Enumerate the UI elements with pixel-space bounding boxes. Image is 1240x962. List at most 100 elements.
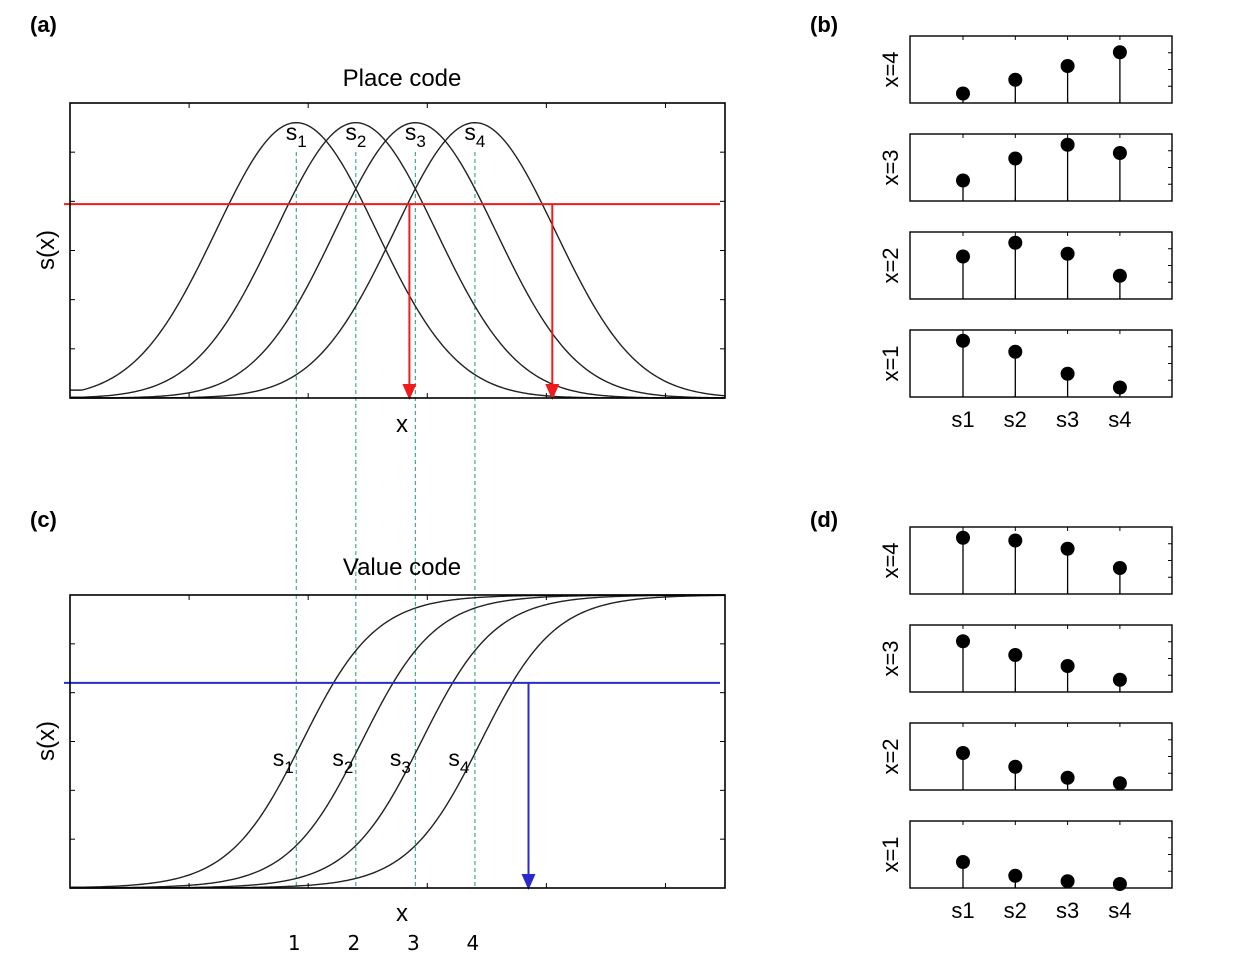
guide-number-label: 1 — [288, 931, 301, 955]
place-code-plot: Place code s1 s2 s3 s4 x s(x) — [33, 65, 726, 590]
curve-label: s1 — [286, 119, 307, 151]
stem-marker — [1060, 770, 1075, 785]
value-code-plot: Value code s1 s2 s3 s4 x s(x) 1 2 3 4 — [33, 554, 726, 955]
stem-marker — [1112, 561, 1127, 575]
stem-marker — [1060, 137, 1075, 152]
subplot-frame — [909, 133, 1173, 202]
guide-number-label: 3 — [407, 931, 420, 955]
category-label: s1 — [951, 407, 974, 432]
curve-label: s3 — [405, 119, 426, 151]
stem-marker — [1060, 659, 1075, 673]
curve-line — [70, 594, 725, 888]
stem-subplot: x=3 — [878, 133, 1173, 202]
row-label: x=4 — [878, 542, 903, 578]
curve-labels: s1 s2 s3 s4 — [273, 745, 470, 777]
stem-marker — [1112, 776, 1127, 791]
stem-subplot: x=1 — [878, 329, 1173, 398]
stem-marker — [1060, 366, 1075, 381]
category-label: s2 — [1004, 898, 1027, 923]
category-label: s2 — [1004, 407, 1027, 432]
stem-marker — [1008, 151, 1023, 166]
guide-number-labels: 1 2 3 4 — [288, 931, 479, 955]
subplot-frame — [909, 329, 1173, 398]
stem-marker — [1112, 268, 1127, 283]
category-label: s4 — [1108, 407, 1131, 432]
guide-lines — [295, 152, 476, 590]
subplot-frame — [909, 722, 1173, 791]
row-label: x=3 — [878, 149, 903, 185]
panel-label-d: (d) — [810, 507, 838, 532]
chart-title: Place code — [343, 65, 462, 92]
guide-number-label: 4 — [467, 931, 480, 955]
arrow-head — [521, 874, 536, 890]
curve-labels: s1 s2 s3 s4 — [286, 119, 486, 151]
stem-marker — [1112, 45, 1127, 60]
axis-ticks — [70, 103, 725, 398]
stem-marker — [956, 746, 970, 760]
subplot-frame — [909, 231, 1173, 300]
stem-marker — [956, 249, 970, 264]
y-axis-label: s(x) — [33, 230, 60, 270]
category-label: s4 — [1108, 898, 1131, 923]
curve-label: s3 — [390, 745, 411, 777]
stem-subplot: x=4 — [878, 526, 1173, 595]
category-label: s3 — [1056, 407, 1079, 432]
panel-label-c: (c) — [30, 507, 57, 532]
row-label: x=1 — [878, 836, 903, 872]
stem-marker — [1008, 533, 1023, 548]
row-label: x=3 — [878, 640, 903, 676]
stem-subplot: x=1 — [878, 820, 1173, 891]
stem-marker — [1060, 874, 1075, 889]
stem-marker — [1008, 868, 1023, 883]
curve-label: s2 — [345, 119, 366, 151]
curve-line — [70, 121, 725, 399]
x-axis-label: x — [396, 411, 408, 438]
threshold-group — [64, 203, 720, 400]
panel-label-b: (b) — [810, 12, 838, 37]
stem-subplot: x=3 — [878, 624, 1173, 693]
threshold-group — [64, 681, 720, 890]
stem-marker — [1008, 648, 1023, 662]
stem-marker — [956, 86, 970, 101]
guide-number-label: 2 — [347, 931, 360, 955]
curves — [70, 594, 726, 889]
stem-marker — [1008, 235, 1023, 250]
stem-marker — [1112, 380, 1127, 395]
stem-marker — [1060, 246, 1075, 261]
stem-marker — [1060, 59, 1075, 73]
row-label: x=2 — [878, 247, 903, 283]
row-label: x=2 — [878, 738, 903, 774]
stem-subplot: x=2 — [878, 722, 1173, 791]
subplot-frame — [909, 820, 1173, 889]
row-label: x=1 — [878, 345, 903, 381]
stem-marker — [1008, 759, 1023, 774]
plot-frame — [69, 594, 726, 889]
x-axis-label: x — [396, 900, 408, 927]
subplot-frame — [909, 35, 1173, 104]
arrow-head — [545, 384, 560, 400]
panel-label-a: (a) — [30, 12, 57, 37]
stem-marker — [956, 634, 970, 649]
y-axis-label: s(x) — [33, 721, 60, 761]
curve-line — [70, 594, 725, 889]
stem-marker — [1112, 672, 1127, 687]
stem-marker — [1008, 344, 1023, 359]
stem-marker — [956, 855, 970, 869]
curve-label: s4 — [448, 745, 469, 777]
curve-line — [70, 594, 725, 889]
chart-title: Value code — [343, 554, 461, 581]
stem-marker — [1008, 72, 1023, 87]
arrow-head — [402, 384, 417, 400]
curve-label: s1 — [273, 745, 294, 777]
axis-ticks — [70, 595, 725, 888]
value-code-stem-plots: x=4 x=3 x=2 x=1 s1 s2 s3 s4 — [878, 526, 1173, 923]
curve-line — [70, 121, 726, 399]
guide-lines — [295, 595, 476, 888]
curve-line — [70, 121, 725, 399]
curve-line — [70, 594, 726, 889]
curve-label: s2 — [332, 745, 353, 777]
stem-marker — [1112, 146, 1127, 160]
stem-marker — [1060, 541, 1075, 556]
stem-marker — [1112, 877, 1127, 891]
stem-marker — [956, 530, 970, 545]
